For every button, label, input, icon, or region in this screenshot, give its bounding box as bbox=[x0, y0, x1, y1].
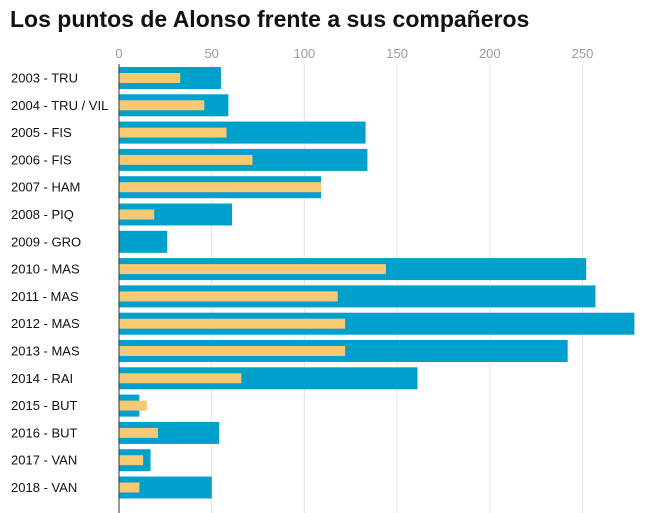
bar-series-1 bbox=[119, 230, 168, 253]
bar-series-2 bbox=[119, 427, 158, 438]
category-label: 2008 - PIQ bbox=[11, 207, 74, 222]
bar-series-2 bbox=[119, 182, 322, 193]
category-label: 2004 - TRU / VIL bbox=[11, 98, 108, 113]
bar-series-2 bbox=[119, 127, 227, 138]
x-tick-label: 250 bbox=[572, 46, 594, 61]
category-label: 2003 - TRU bbox=[11, 71, 78, 86]
category-label: 2012 - MAS bbox=[11, 316, 80, 331]
category-label: 2014 - RAI bbox=[11, 371, 73, 386]
bar-series-2 bbox=[119, 291, 338, 302]
bar-series-1 bbox=[119, 367, 418, 390]
x-tick-label: 200 bbox=[479, 46, 501, 61]
x-tick-label: 150 bbox=[386, 46, 408, 61]
category-label: 2011 - MAS bbox=[11, 289, 79, 304]
category-labels: 2003 - TRU 2004 - TRU / VIL 2005 - FIS 2006… bbox=[11, 71, 108, 496]
category-label: 2016 - BUT bbox=[11, 425, 78, 440]
category-label: 2010 - MAS bbox=[11, 262, 80, 277]
category-label: 2013 - MAS bbox=[11, 344, 80, 359]
x-tick-label: 100 bbox=[294, 46, 316, 61]
category-label: 2009 - GRO bbox=[11, 234, 81, 249]
bar-series-1 bbox=[119, 476, 212, 499]
bars bbox=[119, 67, 635, 499]
category-label: 2007 - HAM bbox=[11, 180, 80, 195]
x-tick-label: 50 bbox=[204, 46, 218, 61]
category-label: 2018 - VAN bbox=[11, 480, 77, 495]
bar-series-1 bbox=[119, 121, 366, 144]
category-label: 2006 - FIS bbox=[11, 152, 72, 167]
bar-series-2 bbox=[119, 482, 140, 493]
bar-series-2 bbox=[119, 100, 205, 111]
x-axis-ticks: 0 50 100 150 200 250 bbox=[115, 46, 593, 61]
bar-series-2 bbox=[119, 455, 144, 466]
category-label: 2015 - BUT bbox=[11, 398, 78, 413]
category-label: 2017 - VAN bbox=[11, 453, 77, 468]
bar-series-2 bbox=[119, 373, 242, 384]
bar-series-2 bbox=[119, 400, 147, 411]
bar-series-1 bbox=[119, 203, 233, 226]
x-tick-label: 0 bbox=[115, 46, 122, 61]
bar-series-2 bbox=[119, 73, 181, 83]
bar-series-2 bbox=[119, 318, 346, 329]
bar-series-1 bbox=[119, 421, 220, 444]
bar-series-1 bbox=[119, 312, 635, 335]
chart-title: Los puntos de Alonso frente a sus compañ… bbox=[10, 6, 530, 32]
bar-series-1 bbox=[119, 285, 596, 308]
bar-series-2 bbox=[119, 154, 253, 165]
bar-series-2 bbox=[119, 264, 386, 275]
bar-series-2 bbox=[119, 346, 346, 356]
category-label: 2005 - FIS bbox=[11, 125, 72, 140]
bar-series-2 bbox=[119, 209, 155, 220]
